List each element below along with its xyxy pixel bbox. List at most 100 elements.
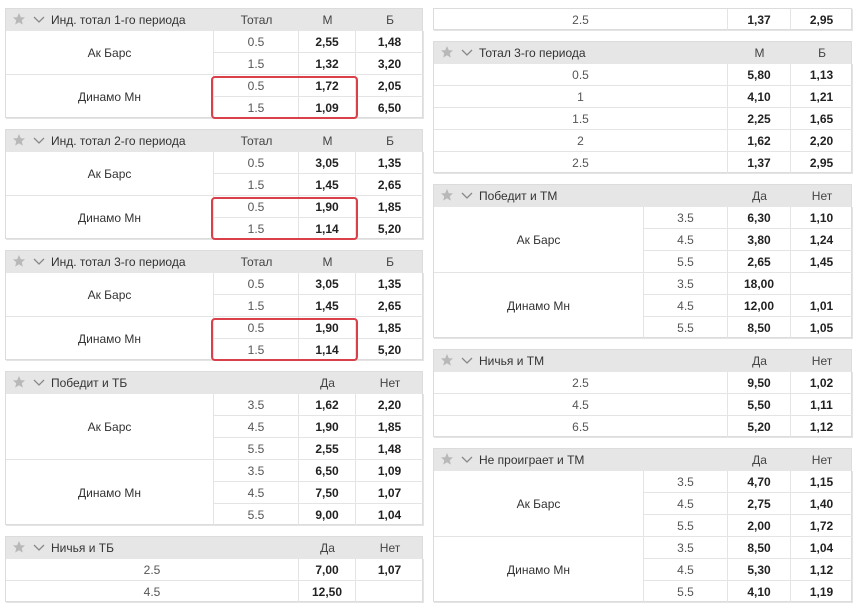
odds-value[interactable]: 1,37 [728,9,791,31]
odds-value[interactable]: 2,95 [791,9,853,31]
odds-value[interactable]: 2,75 [728,493,791,515]
odds-value[interactable]: 1,85 [356,196,424,218]
collapse-chevron[interactable] [32,375,46,389]
odds-value[interactable]: 2,05 [356,75,424,97]
odds-value[interactable]: 3,20 [356,53,424,75]
odds-value[interactable]: 1,21 [791,86,853,108]
odds-value[interactable]: 5,30 [728,559,791,581]
collapse-chevron[interactable] [460,45,474,59]
odds-value[interactable]: 1,37 [728,152,791,174]
odds-value[interactable]: 6,30 [728,207,791,229]
odds-value[interactable]: 1,35 [356,152,424,174]
odds-value[interactable]: 1,01 [791,295,853,317]
odds-value[interactable]: 5,20 [728,416,791,438]
odds-value[interactable]: 6,50 [299,460,356,482]
odds-value[interactable]: 1,12 [791,559,853,581]
odds-value[interactable]: 1,40 [791,493,853,515]
odds-value[interactable]: 2,65 [728,251,791,273]
odds-value[interactable]: 1,04 [356,504,424,526]
odds-value[interactable]: 9,00 [299,504,356,526]
collapse-chevron[interactable] [32,133,46,147]
odds-value[interactable]: 1,24 [791,229,853,251]
odds-value[interactable]: 18,00 [728,273,791,295]
collapse-chevron[interactable] [460,188,474,202]
collapse-chevron[interactable] [32,254,46,268]
odds-value[interactable]: 2,65 [356,174,424,196]
odds-value[interactable]: 9,50 [728,372,791,394]
odds-value[interactable]: 1,65 [791,108,853,130]
odds-value[interactable]: 2,00 [728,515,791,537]
favorite-star[interactable] [12,540,26,554]
odds-value[interactable]: 1,85 [356,317,424,339]
odds-value[interactable]: 2,55 [299,438,356,460]
odds-value[interactable]: 5,80 [728,64,791,86]
team-name: Ак Барс [6,31,214,75]
favorite-star[interactable] [440,353,454,367]
collapse-chevron[interactable] [32,12,46,26]
collapse-chevron[interactable] [32,540,46,554]
odds-value[interactable]: 1,19 [791,581,853,603]
odds-value[interactable]: 1,11 [791,394,853,416]
odds-value[interactable]: 4,10 [728,581,791,603]
odds-value[interactable]: 2,65 [356,295,424,317]
odds-value[interactable]: 4,70 [728,471,791,493]
odds-value[interactable]: 5,20 [356,218,424,240]
odds-value[interactable]: 1,15 [791,471,853,493]
odds-value[interactable]: 1,62 [299,394,356,416]
team-name: Ак Барс [434,207,644,273]
odds-value[interactable]: 1,45 [299,295,356,317]
odds-value[interactable]: 8,50 [728,317,791,339]
favorite-star[interactable] [440,188,454,202]
favorite-star[interactable] [440,452,454,466]
odds-value[interactable]: 1,07 [356,559,424,581]
odds-value[interactable]: 1,48 [356,31,424,53]
odds-value[interactable]: 3,05 [299,273,356,295]
favorite-star[interactable] [12,133,26,147]
odds-value[interactable]: 1,85 [356,416,424,438]
odds-value[interactable]: 1,02 [791,372,853,394]
odds-value[interactable]: 2,95 [791,152,853,174]
odds-value[interactable]: 7,50 [299,482,356,504]
odds-value[interactable]: 12,50 [299,581,356,603]
favorite-star[interactable] [12,12,26,26]
odds-value[interactable]: 2,20 [791,130,853,152]
odds-value[interactable]: 1,05 [791,317,853,339]
total-value: 0.5 [214,317,299,339]
odds-value[interactable]: 1,90 [299,196,356,218]
odds-value[interactable]: 1,90 [299,416,356,438]
odds-value[interactable]: 1,62 [728,130,791,152]
odds-value[interactable]: 1,07 [356,482,424,504]
odds-value[interactable]: 1,09 [356,460,424,482]
favorite-star[interactable] [12,375,26,389]
odds-value[interactable]: 1,45 [791,251,853,273]
odds-value[interactable]: 3,80 [728,229,791,251]
odds-value[interactable]: 1,35 [356,273,424,295]
odds-value[interactable]: 1,45 [299,174,356,196]
odds-value[interactable]: 6,50 [356,97,424,119]
odds-value[interactable]: 2,55 [299,31,356,53]
odds-value[interactable]: 1,13 [791,64,853,86]
odds-value[interactable]: 1,12 [791,416,853,438]
odds-value[interactable]: 1,72 [791,515,853,537]
odds-value[interactable]: 1,32 [299,53,356,75]
odds-value[interactable]: 2,20 [356,394,424,416]
favorite-star[interactable] [440,45,454,59]
odds-value[interactable]: 1,48 [356,438,424,460]
odds-value[interactable]: 1,72 [299,75,356,97]
odds-value[interactable]: 5,50 [728,394,791,416]
odds-value[interactable]: 7,00 [299,559,356,581]
odds-value[interactable]: 8,50 [728,537,791,559]
odds-value[interactable]: 2,25 [728,108,791,130]
odds-value[interactable]: 1,04 [791,537,853,559]
column-header: Нет [379,541,401,555]
odds-value[interactable]: 4,10 [728,86,791,108]
odds-value[interactable]: 1,10 [791,207,853,229]
collapse-chevron[interactable] [460,452,474,466]
odds-value[interactable]: 5,20 [356,339,424,361]
odds-value[interactable]: 1,90 [299,317,356,339]
favorite-star[interactable] [12,254,26,268]
odds-value[interactable]: 3,05 [299,152,356,174]
odds-value[interactable]: 12,00 [728,295,791,317]
collapse-chevron[interactable] [460,353,474,367]
market-header: Инд. тотал 1-го периода Тотал М Б [6,9,422,31]
